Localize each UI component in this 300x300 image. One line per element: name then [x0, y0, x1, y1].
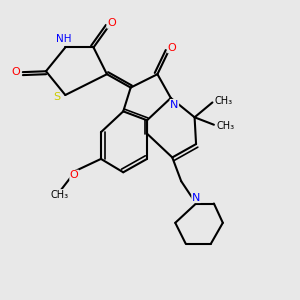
- Text: O: O: [12, 67, 21, 77]
- Text: N: N: [192, 193, 200, 202]
- Text: CH₃: CH₃: [216, 121, 234, 131]
- Text: S: S: [53, 92, 61, 102]
- Text: O: O: [70, 170, 79, 180]
- Text: CH₃: CH₃: [50, 190, 68, 200]
- Text: O: O: [107, 18, 116, 28]
- Text: O: O: [168, 43, 176, 53]
- Text: N: N: [170, 100, 178, 110]
- Text: NH: NH: [56, 34, 72, 44]
- Text: CH₃: CH₃: [214, 96, 233, 106]
